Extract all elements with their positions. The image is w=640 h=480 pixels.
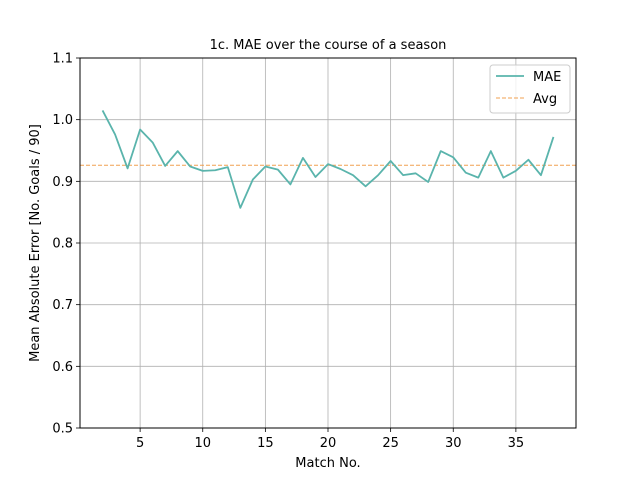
y-tick-label: 0.7 — [52, 298, 73, 313]
x-tick-label: 20 — [320, 436, 337, 451]
x-tick-label: 15 — [257, 436, 274, 451]
ticks: 5 10 15 20 25 30 35 0.5 0.6 0.7 0.8 0.9 1.0 1.1 — [52, 52, 524, 452]
y-tick-label: 1.1 — [52, 52, 73, 67]
legend-box — [489, 64, 571, 114]
x-tick-label: 25 — [382, 436, 399, 451]
x-tick-label: 5 — [136, 436, 144, 451]
chart-title: 1c. MAE over the course of a season — [210, 38, 447, 53]
legend-avg-label: Avg — [533, 92, 557, 107]
y-tick-label: 0.5 — [52, 422, 73, 437]
y-tick-label: 0.9 — [52, 175, 73, 190]
y-tick-label: 0.6 — [52, 360, 73, 375]
y-axis-label: Mean Absolute Error [No. Goals / 90] — [28, 124, 43, 362]
x-tick-label: 30 — [445, 436, 462, 451]
y-tick-label: 1.0 — [52, 113, 73, 128]
x-tick-label: 35 — [508, 436, 525, 451]
legend: MAE Avg — [489, 64, 571, 114]
y-tick-label: 0.8 — [52, 237, 73, 252]
legend-mae-label: MAE — [533, 70, 561, 85]
x-axis-label: Match No. — [295, 456, 360, 471]
series-layer — [80, 110, 576, 209]
x-tick-label: 10 — [194, 436, 211, 451]
